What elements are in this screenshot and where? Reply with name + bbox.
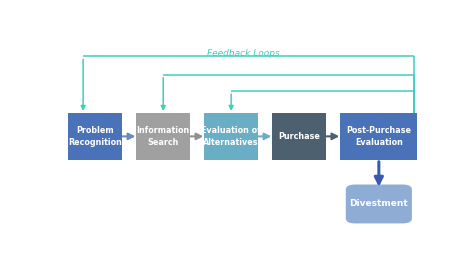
Text: Problem
Recognition: Problem Recognition xyxy=(68,126,122,147)
Text: Information
Search: Information Search xyxy=(137,126,190,147)
Text: Purchase: Purchase xyxy=(278,132,320,141)
FancyBboxPatch shape xyxy=(346,185,412,223)
FancyBboxPatch shape xyxy=(68,113,122,160)
FancyBboxPatch shape xyxy=(340,113,418,160)
FancyBboxPatch shape xyxy=(204,113,258,160)
Text: Post-Purchase
Evaluation: Post-Purchase Evaluation xyxy=(346,126,411,147)
FancyBboxPatch shape xyxy=(137,113,190,160)
Text: Feedback Loops: Feedback Loops xyxy=(207,49,279,58)
FancyBboxPatch shape xyxy=(272,113,326,160)
Text: Evaluation of
Alternatives: Evaluation of Alternatives xyxy=(201,126,261,147)
Text: Divestment: Divestment xyxy=(349,200,408,209)
